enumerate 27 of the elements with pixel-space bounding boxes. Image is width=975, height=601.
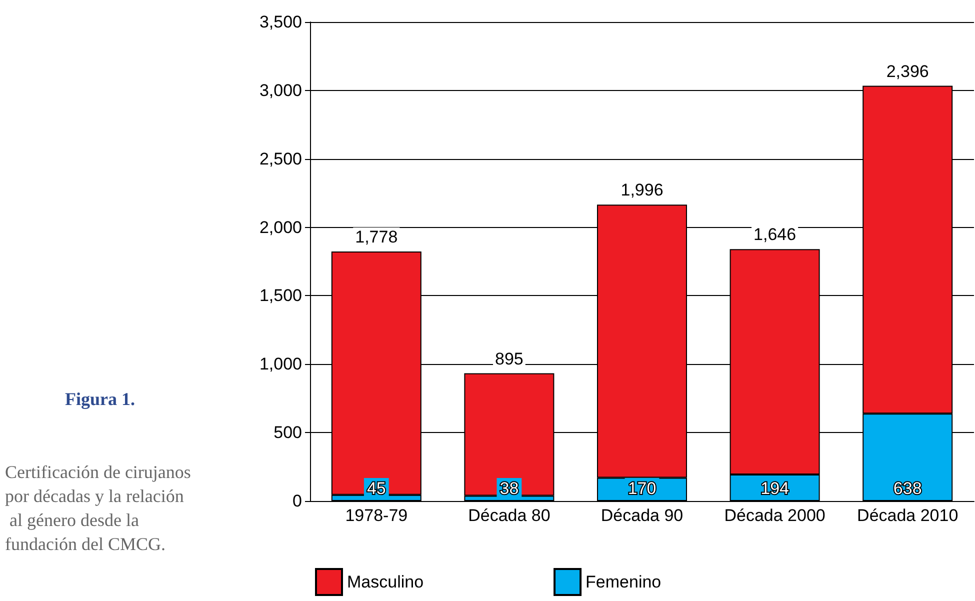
y-tick-label: 2,500 — [259, 149, 302, 168]
y-tick-label: 3,500 — [259, 12, 302, 32]
x-tick-label: Década 2000 — [724, 506, 826, 525]
data-label: 1,778 — [355, 228, 398, 247]
x-tick-label: Década 80 — [468, 506, 550, 525]
data-label: 638 — [893, 479, 922, 498]
y-tick-label: 0 — [292, 492, 302, 510]
x-tick-label: 1978-79 — [345, 506, 408, 525]
y-tick-label: 1,500 — [259, 286, 302, 306]
data-label: 170 — [628, 479, 656, 498]
y-tick-label: 500 — [274, 423, 302, 442]
x-tick-label: Década 90 — [600, 506, 684, 525]
x-tick-label: Década 2010 — [857, 506, 958, 525]
data-label: 1,646 — [754, 225, 796, 244]
y-tick-label: 3,000 — [259, 80, 302, 100]
data-label: 45 — [366, 479, 386, 498]
data-label: 895 — [495, 349, 524, 368]
data-label: 194 — [760, 479, 789, 498]
y-tick-label: 1,000 — [259, 354, 302, 374]
data-label: 38 — [500, 479, 519, 498]
legend-label: Femenino — [586, 572, 662, 592]
text: Certificación de cirujanos por décadas y la relación al género desde la fundación del CMCG. — [5, 462, 196, 554]
legend-label: Masculino — [347, 572, 424, 592]
data-label: 2,396 — [886, 62, 929, 81]
data-label: 1,996 — [620, 180, 664, 200]
y-tick-label: 2,000 — [259, 218, 302, 237]
text: Figura 1. — [65, 389, 136, 409]
